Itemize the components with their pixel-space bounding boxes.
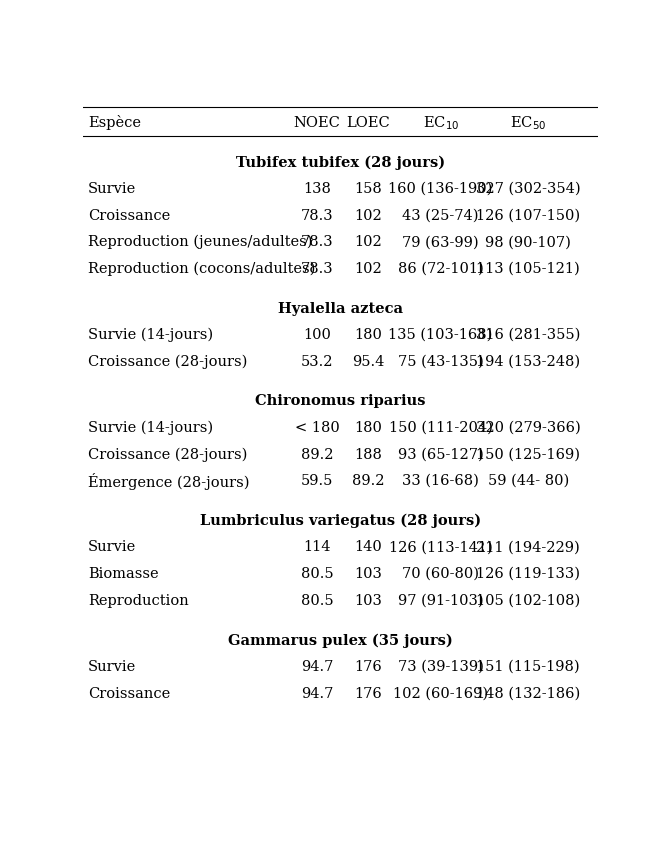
Text: 194 (153-248): 194 (153-248) — [476, 354, 580, 368]
Text: 102: 102 — [355, 235, 382, 249]
Text: 78.3: 78.3 — [301, 235, 333, 249]
Text: 105 (102-108): 105 (102-108) — [476, 593, 580, 607]
Text: 59 (44- 80): 59 (44- 80) — [487, 474, 569, 487]
Text: 79 (63-99): 79 (63-99) — [402, 235, 479, 249]
Text: 73 (39-139): 73 (39-139) — [398, 659, 483, 673]
Text: Gammarus pulex (35 jours): Gammarus pulex (35 jours) — [228, 632, 453, 647]
Text: Reproduction: Reproduction — [88, 593, 189, 607]
Text: 126 (107-150): 126 (107-150) — [476, 209, 580, 222]
Text: 95.4: 95.4 — [353, 354, 385, 368]
Text: 126 (113-141): 126 (113-141) — [389, 540, 493, 554]
Text: Croissance: Croissance — [88, 209, 171, 222]
Text: Lumbriculus variegatus (28 jours): Lumbriculus variegatus (28 jours) — [200, 513, 481, 527]
Text: 102: 102 — [355, 209, 382, 222]
Text: Reproduction (jeunes/adultes): Reproduction (jeunes/adultes) — [88, 235, 313, 249]
Text: Croissance: Croissance — [88, 686, 171, 699]
Text: EC$_{50}$: EC$_{50}$ — [510, 114, 546, 131]
Text: 70 (60-80): 70 (60-80) — [402, 567, 479, 580]
Text: Chironomus riparius: Chironomus riparius — [255, 394, 426, 408]
Text: 113 (105-121): 113 (105-121) — [476, 262, 580, 275]
Text: Survie (14-jours): Survie (14-jours) — [88, 327, 213, 342]
Text: 180: 180 — [355, 421, 382, 435]
Text: 176: 176 — [355, 686, 382, 699]
Text: Survie: Survie — [88, 540, 136, 554]
Text: NOEC: NOEC — [293, 116, 341, 130]
Text: 327 (302-354): 327 (302-354) — [476, 182, 580, 196]
Text: 160 (136-190): 160 (136-190) — [388, 182, 493, 196]
Text: 97 (91-103): 97 (91-103) — [398, 593, 483, 607]
Text: 320 (279-366): 320 (279-366) — [475, 421, 580, 435]
Text: 75 (43-135): 75 (43-135) — [398, 354, 483, 368]
Text: Survie (14-jours): Survie (14-jours) — [88, 420, 213, 435]
Text: 180: 180 — [355, 328, 382, 342]
Text: 316 (281-355): 316 (281-355) — [476, 328, 580, 342]
Text: Émergence (28-jours): Émergence (28-jours) — [88, 472, 250, 489]
Text: 103: 103 — [355, 593, 382, 607]
Text: 59.5: 59.5 — [301, 474, 333, 487]
Text: Survie: Survie — [88, 659, 136, 673]
Text: Croissance (28-jours): Croissance (28-jours) — [88, 446, 248, 461]
Text: Tubifex tubifex (28 jours): Tubifex tubifex (28 jours) — [236, 155, 445, 170]
Text: 103: 103 — [355, 567, 382, 580]
Text: LOEC: LOEC — [347, 116, 390, 130]
Text: 80.5: 80.5 — [301, 593, 333, 607]
Text: 102 (60-169): 102 (60-169) — [393, 686, 488, 699]
Text: 148 (132-186): 148 (132-186) — [476, 686, 580, 699]
Text: 94.7: 94.7 — [301, 659, 333, 673]
Text: 94.7: 94.7 — [301, 686, 333, 699]
Text: 138: 138 — [303, 182, 331, 196]
Text: Croissance (28-jours): Croissance (28-jours) — [88, 354, 248, 368]
Text: < 180: < 180 — [295, 421, 339, 435]
Text: 89.2: 89.2 — [353, 474, 385, 487]
Text: 53.2: 53.2 — [301, 354, 333, 368]
Text: Hyalella azteca: Hyalella azteca — [278, 302, 403, 315]
Text: 140: 140 — [355, 540, 382, 554]
Text: 126 (119-133): 126 (119-133) — [476, 567, 580, 580]
Text: Espèce: Espèce — [88, 115, 141, 130]
Text: 89.2: 89.2 — [301, 447, 333, 461]
Text: 151 (115-198): 151 (115-198) — [476, 659, 580, 673]
Text: 150 (125-169): 150 (125-169) — [476, 447, 580, 461]
Text: 211 (194-229): 211 (194-229) — [476, 540, 580, 554]
Text: 86 (72-101): 86 (72-101) — [398, 262, 483, 275]
Text: 98 (90-107): 98 (90-107) — [485, 235, 571, 249]
Text: 150 (111-204): 150 (111-204) — [388, 421, 493, 435]
Text: 93 (65-127): 93 (65-127) — [398, 447, 483, 461]
Text: 176: 176 — [355, 659, 382, 673]
Text: 158: 158 — [355, 182, 382, 196]
Text: 43 (25-74): 43 (25-74) — [402, 209, 479, 222]
Text: Survie: Survie — [88, 182, 136, 196]
Text: 33 (16-68): 33 (16-68) — [402, 474, 479, 487]
Text: 114: 114 — [303, 540, 331, 554]
Text: Reproduction (cocons/adultes): Reproduction (cocons/adultes) — [88, 262, 315, 276]
Text: 100: 100 — [303, 328, 331, 342]
Text: 78.3: 78.3 — [301, 209, 333, 222]
Text: 188: 188 — [355, 447, 382, 461]
Text: 135 (103-168): 135 (103-168) — [388, 328, 493, 342]
Text: 80.5: 80.5 — [301, 567, 333, 580]
Text: 102: 102 — [355, 262, 382, 275]
Text: 78.3: 78.3 — [301, 262, 333, 275]
Text: EC$_{10}$: EC$_{10}$ — [422, 114, 459, 131]
Text: Biomasse: Biomasse — [88, 567, 159, 580]
